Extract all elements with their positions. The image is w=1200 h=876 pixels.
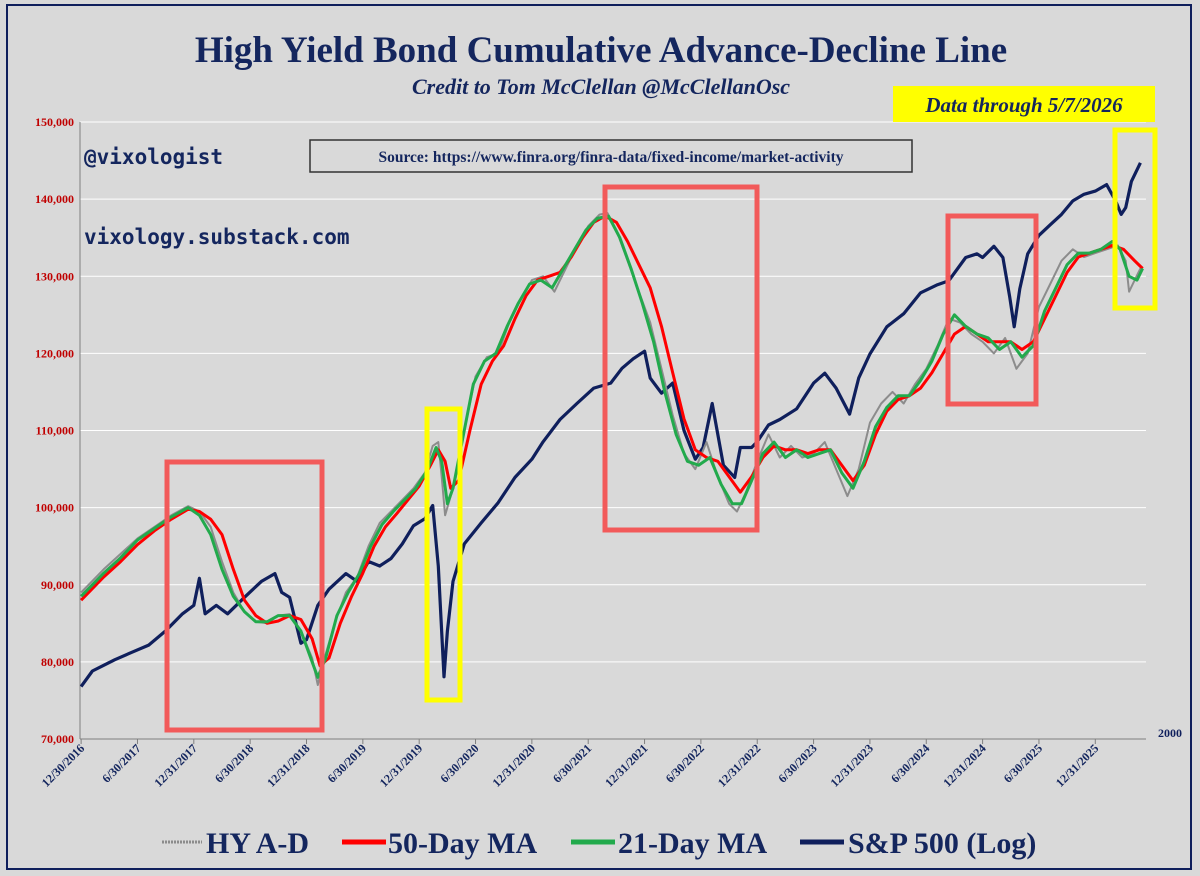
legend-label-ma50: 50-Day MA [388, 827, 537, 860]
legend-label-spx: S&P 500 (Log) [848, 827, 1036, 860]
x-tick-label: 6/30/2021 [550, 741, 594, 785]
highlight-box-red-2018 [164, 459, 325, 733]
right-axis-tick-label: 2000 [1158, 726, 1182, 740]
highlight-box-red-2022 [602, 184, 760, 533]
highlight-box-yellow-2020 [424, 406, 463, 703]
x-tick-label: 6/30/2023 [775, 741, 819, 785]
source-label: Source: https://www.finra.org/finra-data… [378, 149, 843, 166]
x-tick-label: 12/31/2021 [602, 741, 651, 790]
x-tick-label: 6/30/2020 [437, 741, 481, 785]
x-tick-label: 6/30/2025 [1001, 741, 1045, 785]
highlight-box-red-2025 [945, 213, 1039, 407]
y-tick-label: 90,000 [41, 578, 74, 592]
chart-frame: High Yield Bond Cumulative Advance-Decli… [6, 4, 1192, 870]
series-group [79, 162, 1144, 688]
chart-subtitle: Credit to Tom McClellan @McClellanOsc [412, 74, 790, 99]
highlight-box-yellow-2026 [1112, 127, 1158, 311]
chart-svg: High Yield Bond Cumulative Advance-Decli… [35, 30, 1182, 860]
x-tick-label: 12/31/2025 [1053, 741, 1102, 790]
watermark-handle: @vixologist [84, 145, 223, 169]
x-tick-label: 12/31/2023 [827, 741, 876, 790]
x-axis-ticks: 12/30/2016 6/30/2017 12/31/2017 6/30/2018 12… [39, 739, 1102, 790]
y-tick-label: 120,000 [35, 346, 74, 360]
legend-label-ma21: 21-Day MA [618, 827, 767, 860]
y-tick-label: 70,000 [41, 732, 74, 746]
y-tick-label: 100,000 [35, 501, 74, 515]
legend: HY A-D 50-Day MA 21-Day MA S&P 500 (Log) [162, 827, 1036, 860]
series-line-ma21 [80, 214, 1144, 679]
x-tick-label: 6/30/2022 [663, 741, 707, 785]
series-line-spx [79, 162, 1142, 688]
x-tick-label: 12/31/2024 [940, 741, 989, 790]
y-tick-label: 140,000 [35, 192, 74, 206]
y-tick-label: 150,000 [35, 115, 74, 129]
x-tick-label: 6/30/2024 [888, 741, 932, 785]
y-tick-label: 130,000 [35, 269, 74, 283]
left-axis-ticks: 70,000 80,000 90,000 100,000 110,000 120,000 1… [35, 115, 74, 746]
x-tick-label: 12/31/2017 [151, 741, 200, 790]
x-tick-label: 12/31/2018 [264, 741, 313, 790]
x-tick-label: 6/30/2017 [99, 741, 143, 785]
legend-label-hy-ad: HY A-D [206, 827, 309, 860]
x-tick-label: 12/30/2016 [39, 741, 88, 790]
y-tick-label: 110,000 [36, 424, 74, 438]
x-tick-label: 6/30/2019 [325, 741, 369, 785]
x-tick-label: 12/31/2020 [489, 741, 538, 790]
x-tick-label: 6/30/2018 [212, 741, 256, 785]
data-through-badge [893, 86, 1155, 122]
x-tick-label: 12/31/2022 [715, 741, 764, 790]
data-through-label: Data through 5/7/2026 [924, 93, 1123, 117]
y-tick-label: 80,000 [41, 655, 74, 669]
source-box [309, 139, 913, 173]
x-tick-label: 12/31/2019 [377, 741, 426, 790]
watermark-site: vixology.substack.com [84, 225, 350, 249]
chart-title: High Yield Bond Cumulative Advance-Decli… [195, 30, 1007, 71]
